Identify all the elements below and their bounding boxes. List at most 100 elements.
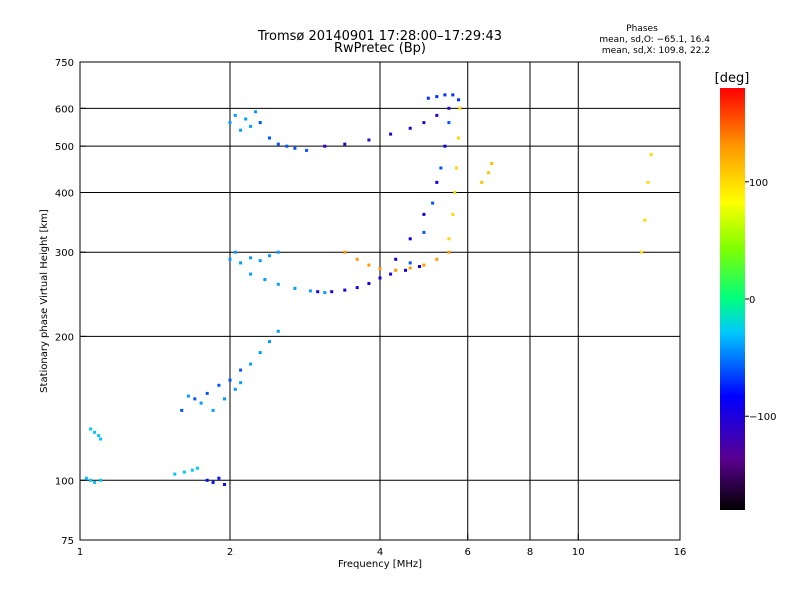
data-point	[480, 180, 484, 184]
data-point	[217, 476, 221, 480]
x-tick-label: 10	[572, 547, 585, 558]
chart-title: Tromsø 20140901 17:28:00–17:29:43	[257, 29, 502, 44]
y-tick-label: 600	[55, 104, 74, 115]
data-point	[211, 480, 215, 484]
data-point	[435, 113, 439, 117]
data-point	[268, 136, 271, 140]
data-point	[447, 250, 451, 254]
data-point	[244, 117, 248, 121]
data-point	[205, 391, 209, 395]
data-point	[195, 466, 199, 470]
data-point	[439, 166, 443, 170]
data-point	[343, 288, 347, 292]
y-tick-label: 500	[55, 142, 74, 153]
grid-lines	[80, 62, 680, 540]
data-point	[355, 257, 359, 261]
data-point	[268, 254, 271, 258]
data-point	[649, 153, 653, 157]
data-point	[422, 121, 426, 125]
x-tick-label: 2	[227, 547, 233, 558]
data-point	[258, 259, 262, 263]
data-point	[418, 265, 421, 268]
data-point	[408, 126, 412, 130]
data-point	[93, 480, 97, 484]
stats-line-x: mean, sd,X: 109.8, 22.2	[602, 46, 710, 56]
x-tick-label: 4	[377, 547, 383, 558]
data-point	[199, 401, 203, 405]
data-point	[186, 394, 190, 398]
data-point	[447, 106, 451, 110]
data-point	[239, 261, 243, 265]
data-point	[443, 93, 447, 97]
data-point	[422, 212, 426, 216]
data-point	[389, 132, 393, 136]
data-point	[249, 272, 253, 276]
data-point	[435, 95, 439, 99]
data-point	[276, 329, 280, 333]
colorbar-tick-label: 100	[749, 178, 768, 189]
data-point	[431, 201, 435, 205]
x-tick-label: 16	[674, 547, 687, 558]
data-point	[458, 106, 462, 110]
data-point	[249, 124, 253, 128]
data-point	[435, 180, 439, 184]
data-point	[276, 250, 280, 254]
data-point	[180, 408, 184, 412]
data-point	[451, 212, 455, 216]
data-point	[308, 289, 312, 293]
data-point	[316, 290, 320, 294]
data-point	[355, 286, 359, 290]
x-axis-label: Frequency [MHz]	[338, 559, 422, 570]
data-point	[239, 381, 243, 385]
data-point	[205, 478, 209, 482]
data-point	[457, 98, 460, 102]
data-point	[239, 128, 243, 132]
data-point	[228, 378, 232, 382]
data-point	[97, 434, 101, 438]
data-point	[173, 472, 177, 476]
data-point	[367, 138, 371, 142]
data-point	[394, 257, 398, 261]
y-tick-label: 750	[55, 58, 74, 69]
data-point	[389, 272, 393, 276]
data-point	[447, 237, 451, 241]
data-point	[451, 93, 455, 97]
y-tick-label: 75	[61, 536, 74, 547]
colorbar-ticks: 100 0 −100	[745, 178, 776, 423]
x-tick-label: 6	[465, 547, 471, 558]
y-tick-label: 200	[55, 332, 74, 343]
data-point	[367, 282, 371, 285]
data-point	[217, 383, 221, 387]
y-tick-label: 400	[55, 188, 74, 199]
data-point	[646, 180, 650, 184]
data-point	[404, 268, 407, 272]
y-tick-label: 100	[55, 476, 74, 487]
x-tick-label: 8	[527, 547, 533, 558]
y-axis-ticks: 75 100 200 300 400 500 600 750	[55, 58, 86, 547]
data-point	[640, 250, 644, 254]
x-tick-label: 1	[77, 547, 83, 558]
colorbar-tick-label: −100	[749, 412, 776, 423]
data-point	[323, 291, 327, 295]
data-point	[285, 144, 289, 148]
data-point	[89, 427, 93, 431]
data-point	[447, 121, 451, 125]
data-point	[99, 437, 103, 441]
data-point	[249, 256, 253, 260]
data-point	[643, 218, 647, 222]
colorbar-tick-label: 0	[749, 295, 755, 306]
data-point	[422, 263, 426, 267]
data-point	[89, 478, 93, 482]
data-point	[99, 478, 103, 482]
data-point	[223, 483, 226, 486]
data-point	[249, 362, 253, 366]
data-point	[93, 430, 97, 434]
data-points	[84, 93, 653, 486]
data-point	[223, 397, 226, 401]
data-point	[228, 121, 232, 125]
data-point	[443, 144, 447, 148]
data-point	[457, 136, 460, 140]
data-point	[254, 110, 257, 114]
data-point	[293, 286, 297, 290]
